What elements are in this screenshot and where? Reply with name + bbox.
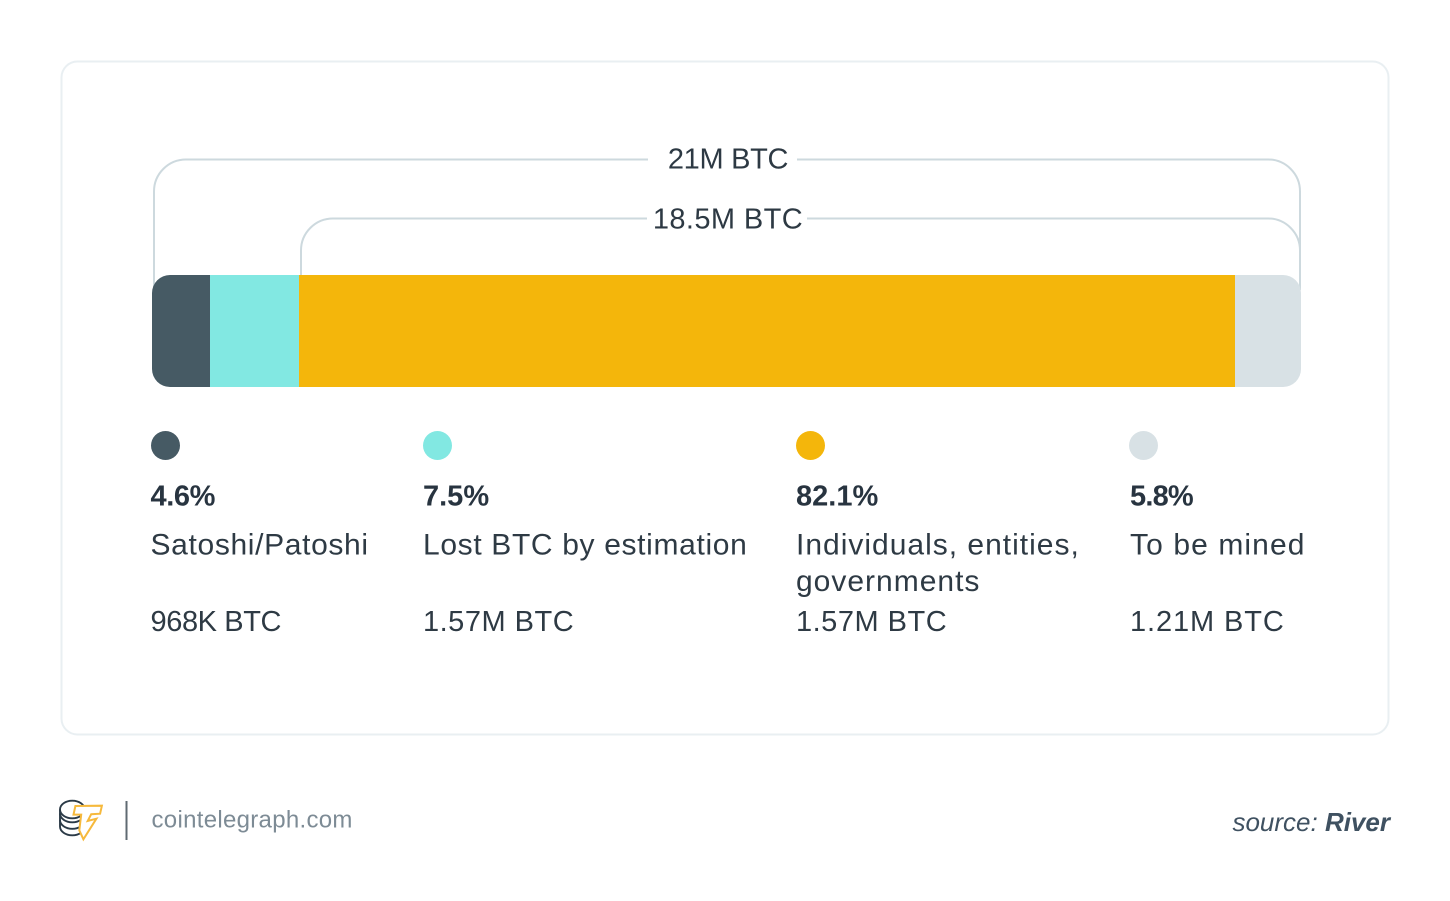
svg-text:7.5%: 7.5% [423,481,489,513]
svg-text:1.21M BTC: 1.21M BTC [1130,606,1285,638]
svg-text:governments: governments [796,565,980,598]
svg-text:To be mined: To be mined [1130,529,1306,562]
svg-text:968K BTC: 968K BTC [151,606,282,638]
svg-text:Satoshi/Patoshi: Satoshi/Patoshi [151,529,369,562]
svg-text:5.8%: 5.8% [1130,481,1194,513]
svg-text:source: River: source: River [1232,807,1391,837]
svg-text:cointelegraph.com: cointelegraph.com [152,807,353,834]
svg-text:18.5M BTC: 18.5M BTC [653,204,803,236]
svg-text:1.57M BTC: 1.57M BTC [796,606,947,638]
svg-text:82.1%: 82.1% [796,481,878,513]
svg-text:1.57M BTC: 1.57M BTC [423,606,574,638]
svg-text:Lost BTC by estimation: Lost BTC by estimation [423,529,747,562]
svg-text:Individuals, entities,: Individuals, entities, [796,529,1080,562]
svg-text:21M BTC: 21M BTC [668,144,788,176]
svg-text:4.6%: 4.6% [151,481,216,513]
